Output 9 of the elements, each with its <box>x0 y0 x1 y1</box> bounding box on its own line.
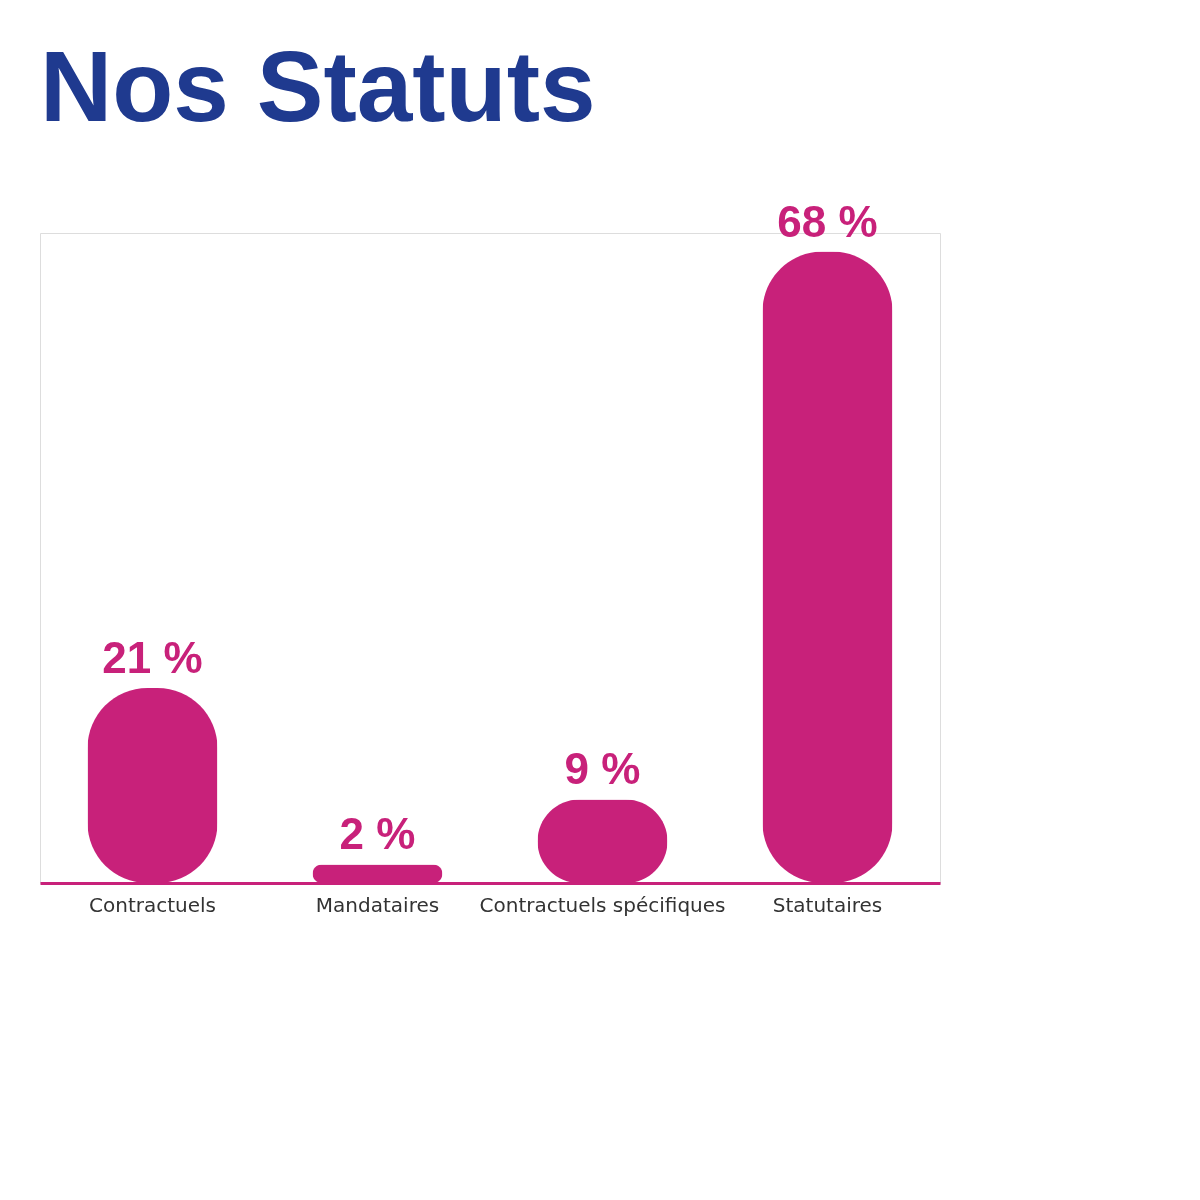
data-label: 2 % <box>339 809 416 859</box>
chart-title: Nos Statuts <box>40 29 596 142</box>
x-tick-label: Statutaires <box>772 892 883 917</box>
data-label: 68 % <box>777 196 878 246</box>
data-label: 9 % <box>564 744 641 794</box>
data-label: 21 % <box>102 633 203 682</box>
x-tick-label: Contractuels <box>89 892 216 917</box>
x-tick-label: Mandataires <box>315 892 440 917</box>
x-tick-label: Contractuels spécifiques <box>479 892 726 917</box>
